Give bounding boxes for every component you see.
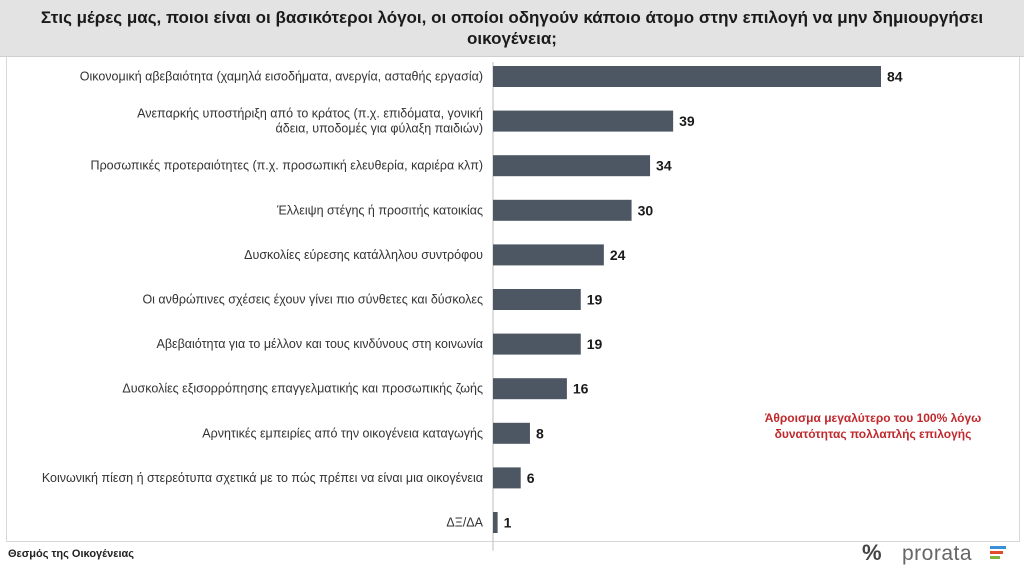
bar bbox=[493, 289, 581, 310]
title-band: Στις μέρες μας, ποιοι είναι οι βασικότερ… bbox=[0, 0, 1024, 57]
brand-bars-icon bbox=[990, 546, 1006, 564]
category-label: Αβεβαιότητα για το μέλλον και τους κινδύ… bbox=[157, 337, 483, 351]
bar bbox=[493, 244, 604, 266]
chart-title: Στις μέρες μας, ποιοι είναι οι βασικότερ… bbox=[40, 8, 984, 48]
percent-logo-icon: % bbox=[862, 540, 882, 565]
bar bbox=[493, 333, 581, 355]
chart-frame bbox=[6, 57, 1020, 542]
category-label: άδεια, υποδομές για φύλαξη παιδιών) bbox=[276, 122, 483, 136]
category-label: Οι ανθρώπινες σχέσεις έχουν γίνει πιο σύ… bbox=[142, 293, 483, 307]
multiple-choice-note: Άθροισμα μεγαλύτερο του 100% λόγω δυνατό… bbox=[764, 411, 982, 441]
brand-bar bbox=[990, 556, 1000, 559]
value-label: 84 bbox=[887, 69, 903, 85]
category-label: Προσωπικές προτεραιότητες (π.χ. προσωπικ… bbox=[91, 159, 483, 173]
source-label: Θεσμός της Οικογένειας bbox=[8, 548, 134, 560]
category-label: Οικονομική αβεβαιότητα (χαμηλά εισοδήματ… bbox=[80, 70, 483, 84]
bar bbox=[493, 110, 674, 132]
prorata-logo: % prorata bbox=[862, 540, 1012, 568]
value-label: 8 bbox=[536, 425, 544, 441]
brand-bar bbox=[990, 551, 1003, 554]
bar bbox=[493, 66, 881, 87]
category-label: ΔΞ/ΔΑ bbox=[446, 516, 483, 530]
value-label: 24 bbox=[610, 247, 626, 263]
value-label: 30 bbox=[638, 202, 654, 218]
category-label: Δυσκολίες εύρεσης κατάλληλου συντρόφου bbox=[244, 248, 483, 262]
value-label: 34 bbox=[656, 158, 672, 174]
value-label: 19 bbox=[587, 292, 603, 308]
brand-name: prorata bbox=[902, 542, 973, 565]
category-label: Κοινωνική πίεση ή στερεότυπα σχετικά με … bbox=[42, 471, 483, 485]
brand-bar bbox=[990, 546, 1006, 549]
bar bbox=[493, 199, 632, 221]
value-label: 1 bbox=[504, 515, 512, 531]
value-label: 19 bbox=[587, 336, 603, 352]
value-label: 6 bbox=[527, 470, 535, 486]
category-label: Δυσκολίες εξισορρόπησης επαγγελματικής κ… bbox=[122, 382, 483, 396]
value-label: 39 bbox=[679, 113, 695, 129]
value-label: 16 bbox=[573, 381, 589, 397]
bar bbox=[493, 155, 651, 177]
bar bbox=[493, 467, 521, 489]
category-label: Ανεπαρκής υποστήριξη από το κράτος (π.χ.… bbox=[137, 107, 483, 121]
bar bbox=[493, 512, 498, 533]
category-label: Έλλειψη στέγης ή προσιτής κατοικίας bbox=[276, 203, 483, 217]
bar bbox=[493, 422, 530, 444]
category-label: Αρνητικές εμπειρίες από την οικογένεια κ… bbox=[202, 426, 483, 440]
bar bbox=[493, 378, 567, 400]
